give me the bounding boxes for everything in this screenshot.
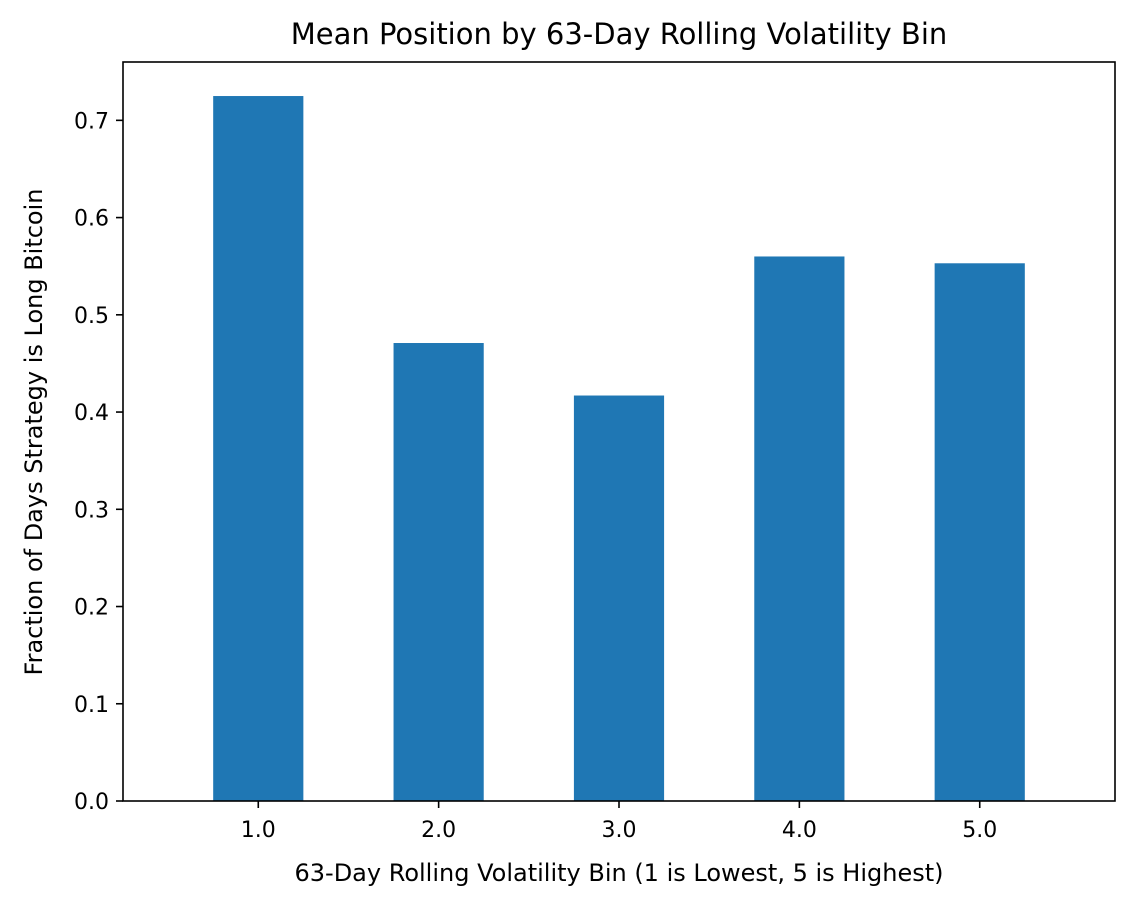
y-tick-label: 0.5	[74, 304, 109, 329]
x-tick-label: 2.0	[421, 818, 456, 843]
y-axis-ticks: 0.0 0.1 0.2 0.3 0.4 0.5 0.6 0.7	[74, 109, 123, 815]
y-tick-label: 0.1	[74, 693, 109, 718]
y-tick-label: 0.4	[74, 401, 109, 426]
x-tick-label: 4.0	[782, 818, 817, 843]
y-tick-label: 0.3	[74, 498, 109, 523]
x-axis-ticks: 1.0 2.0 3.0 4.0 5.0	[241, 801, 997, 843]
bars-group	[213, 96, 1025, 801]
y-tick-label: 0.2	[74, 596, 109, 621]
y-tick-label: 0.6	[74, 207, 109, 232]
x-axis-label: 63-Day Rolling Volatility Bin (1 is Lowe…	[295, 859, 944, 887]
x-tick-label: 5.0	[962, 818, 997, 843]
chart-title: Mean Position by 63-Day Rolling Volatili…	[291, 17, 948, 51]
bar-5	[934, 263, 1025, 801]
x-tick-label: 1.0	[241, 818, 276, 843]
plot-frame	[122, 61, 1116, 802]
y-tick-label: 0.0	[74, 790, 109, 815]
x-tick-label: 3.0	[602, 818, 637, 843]
bar-2	[393, 343, 484, 801]
bar-4	[754, 256, 845, 801]
bar-1	[213, 96, 304, 801]
y-axis-label: Fraction of Days Strategy is Long Bitcoi…	[20, 189, 48, 676]
bar-3	[573, 395, 665, 801]
y-tick-label: 0.7	[74, 109, 109, 134]
